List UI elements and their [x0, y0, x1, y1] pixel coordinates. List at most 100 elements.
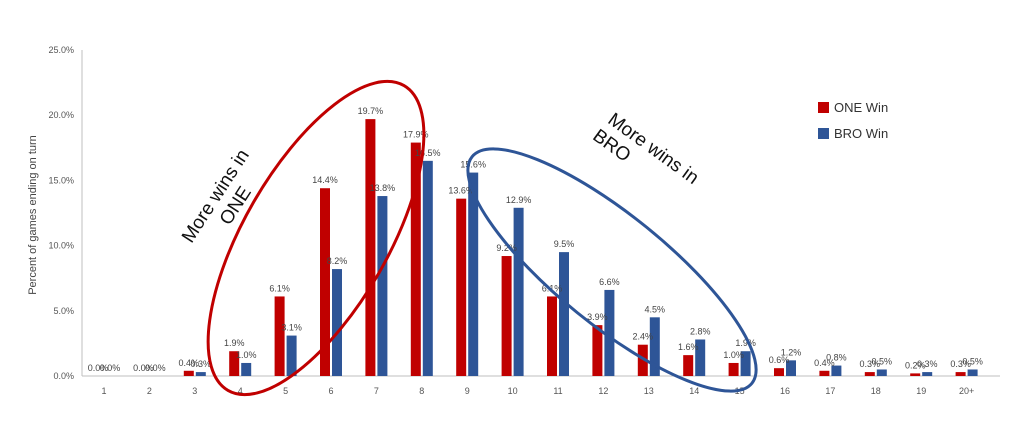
- x-tick-label: 4: [238, 386, 243, 396]
- y-tick-label: 20.0%: [48, 110, 74, 120]
- bar-one: [592, 325, 603, 376]
- legend-swatch-one: [818, 102, 829, 113]
- data-label-one: 0.4%: [814, 358, 835, 368]
- bar-bro: [922, 372, 933, 376]
- data-label-one: 0.2%: [905, 360, 926, 370]
- data-label-bro: 0.3%: [191, 359, 212, 369]
- legend: ONE Win BRO Win: [818, 100, 888, 141]
- data-label-one: 0.6%: [769, 355, 790, 365]
- data-label-bro: 1.2%: [781, 347, 802, 357]
- bar-bro: [649, 317, 660, 376]
- data-label-one: 1.6%: [678, 342, 699, 352]
- y-tick-label: 10.0%: [48, 241, 74, 251]
- x-tick-label: 16: [780, 386, 790, 396]
- legend-swatch-bro: [818, 128, 829, 139]
- data-label-bro: 0.5%: [872, 356, 893, 366]
- x-tick-label: 13: [644, 386, 654, 396]
- y-ticks: 0.0% 5.0% 10.0% 15.0% 20.0% 25.0%: [48, 45, 74, 381]
- x-tick-label: 5: [283, 386, 288, 396]
- data-label-bro: 0.5%: [962, 356, 983, 366]
- data-label-bro: 2.8%: [690, 326, 711, 336]
- bar-bro: [195, 372, 206, 376]
- data-label-one: 0.0%: [88, 363, 109, 373]
- x-tick-label: 17: [825, 386, 835, 396]
- y-tick-label: 15.0%: [48, 175, 74, 185]
- data-label-one: 0.3%: [950, 359, 971, 369]
- data-label-bro: 9.5%: [554, 239, 575, 249]
- data-label-one: 0.0%: [133, 363, 154, 373]
- bar-one: [683, 355, 694, 376]
- data-label-bro: 0.8%: [826, 353, 847, 363]
- data-label-one: 3.9%: [587, 312, 608, 322]
- bar-bro: [559, 252, 569, 376]
- data-label-bro: 0.0%: [145, 363, 166, 373]
- bar-one: [365, 119, 376, 376]
- bar-one: [274, 296, 285, 376]
- bar-bro: [876, 369, 887, 376]
- data-label-bro: 1.9%: [735, 338, 756, 348]
- x-tick-label: 12: [598, 386, 608, 396]
- x-tick-label: 6: [328, 386, 333, 396]
- x-tick-label: 2: [147, 386, 152, 396]
- bar-bro: [604, 289, 615, 376]
- x-tick-label: 1: [101, 386, 106, 396]
- bar-bro: [740, 351, 751, 376]
- bar-one: [955, 372, 966, 376]
- y-tick-label: 5.0%: [53, 306, 74, 316]
- bar-one: [910, 373, 921, 376]
- data-label-bro: 4.5%: [645, 304, 666, 314]
- bar-bro: [513, 207, 524, 376]
- x-tick-label: 19: [916, 386, 926, 396]
- data-label-one: 6.1%: [542, 283, 563, 293]
- bar-bro: [786, 360, 796, 376]
- bar-one: [410, 142, 421, 376]
- bar-bro: [332, 269, 342, 376]
- data-label-one: 2.4%: [633, 332, 654, 342]
- y-tick-label: 0.0%: [53, 371, 74, 381]
- legend-label-bro: BRO Win: [834, 126, 888, 141]
- bar-one: [501, 256, 512, 376]
- bar-bro: [831, 365, 842, 376]
- data-label-one: 14.4%: [312, 175, 338, 185]
- data-label-one: 1.0%: [723, 350, 744, 360]
- bars: [183, 119, 978, 376]
- legend-label-one: ONE Win: [834, 100, 888, 115]
- y-tick-label: 25.0%: [48, 45, 74, 55]
- bar-bro: [422, 160, 433, 376]
- bar-one: [819, 370, 830, 376]
- data-label-one: 19.7%: [358, 106, 384, 116]
- bar-bro: [286, 335, 297, 376]
- y-axis-label-group: Percent of games ending on turn: [27, 135, 39, 295]
- bro-annotation-ellipse: [466, 147, 758, 393]
- data-label-one: 13.6%: [448, 186, 474, 196]
- data-label-bro: 0.3%: [917, 359, 938, 369]
- data-label-one: 6.1%: [269, 283, 290, 293]
- bar-one: [774, 368, 784, 376]
- x-tick-label: 20+: [959, 386, 974, 396]
- x-tick-label: 7: [374, 386, 379, 396]
- y-axis-label: Percent of games ending on turn: [27, 135, 39, 295]
- bar-one: [728, 362, 739, 376]
- bar-one: [229, 351, 240, 376]
- data-label-one: 17.9%: [403, 130, 429, 140]
- bar-bro: [241, 362, 252, 376]
- x-tick-label: 10: [508, 386, 518, 396]
- bar-bro: [468, 172, 479, 376]
- one-annotation-text: More wins in ONE: [178, 141, 275, 258]
- x-tick-label: 18: [871, 386, 881, 396]
- bar-bro: [695, 339, 706, 376]
- x-tick-label: 11: [553, 386, 562, 396]
- data-label-one: 0.4%: [179, 358, 200, 368]
- data-label-one: 1.9%: [224, 338, 245, 348]
- data-label-bro: 16.5%: [415, 148, 441, 158]
- x-tick-label: 14: [689, 386, 699, 396]
- bro-annotation-text: More wins in BRO: [589, 108, 707, 210]
- one-annotation-ellipse: [206, 79, 426, 397]
- bar-bro: [377, 196, 388, 376]
- bar-one: [864, 372, 875, 376]
- bar-one: [547, 296, 557, 376]
- data-label-bro: 13.8%: [370, 183, 396, 193]
- x-tick-label: 3: [192, 386, 197, 396]
- data-label-bro: 0.0%: [100, 363, 121, 373]
